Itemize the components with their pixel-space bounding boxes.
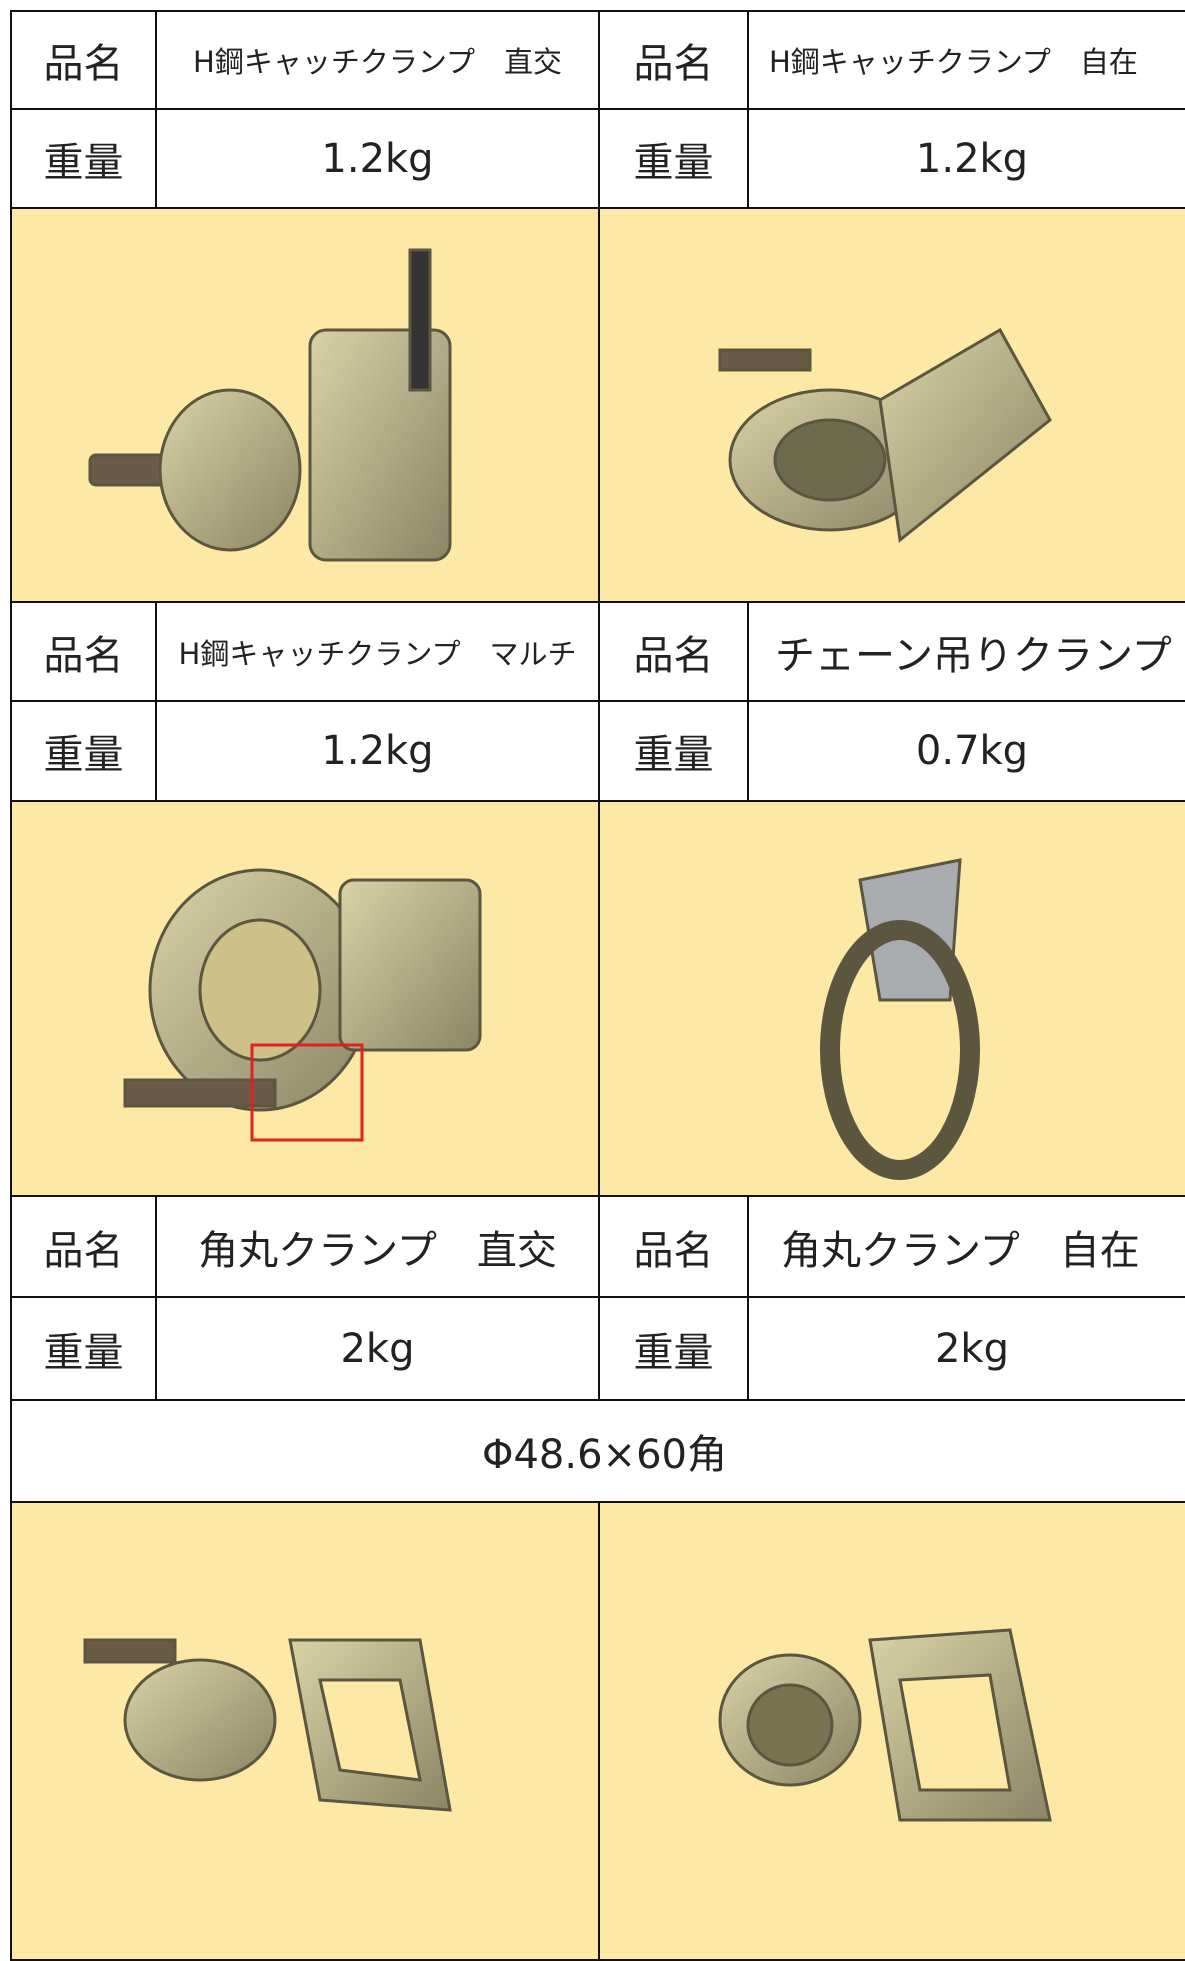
product-photo (10, 1501, 600, 1961)
label: 品名 (10, 601, 157, 702)
weight: 1.2kg (155, 108, 600, 209)
label: 重量 (598, 700, 749, 802)
product-name: H鋼キャッチクランプ 直交 (155, 10, 600, 110)
spec: Φ48.6×60角 (10, 1399, 1185, 1503)
label: 重量 (598, 1296, 749, 1401)
label: 品名 (10, 1195, 157, 1298)
weight: 2kg (747, 1296, 1185, 1401)
label: 品名 (10, 10, 157, 110)
product-name: 角丸クランプ 自在 (747, 1195, 1185, 1298)
label: 品名 (598, 10, 749, 110)
weight: 1.2kg (747, 108, 1185, 209)
product-name: 角丸クランプ 直交 (155, 1195, 600, 1298)
product-name: H鋼キャッチクランプ マルチ (155, 601, 600, 702)
weight: 1.2kg (155, 700, 600, 802)
label: 品名 (598, 1195, 749, 1298)
product-photo (598, 207, 1185, 603)
product-photo (10, 800, 600, 1197)
label: 品名 (598, 601, 749, 702)
label: 重量 (10, 1296, 157, 1401)
product-name: H鋼キャッチクランプ 自在 (747, 10, 1185, 110)
label: 重量 (598, 108, 749, 209)
label: 重量 (10, 700, 157, 802)
product-photo (598, 800, 1185, 1197)
product-photo (10, 207, 600, 603)
product-photo (598, 1501, 1185, 1961)
weight: 0.7kg (747, 700, 1185, 802)
label: 重量 (10, 108, 157, 209)
product-name: チェーン吊りクランプ (747, 601, 1185, 702)
weight: 2kg (155, 1296, 600, 1401)
